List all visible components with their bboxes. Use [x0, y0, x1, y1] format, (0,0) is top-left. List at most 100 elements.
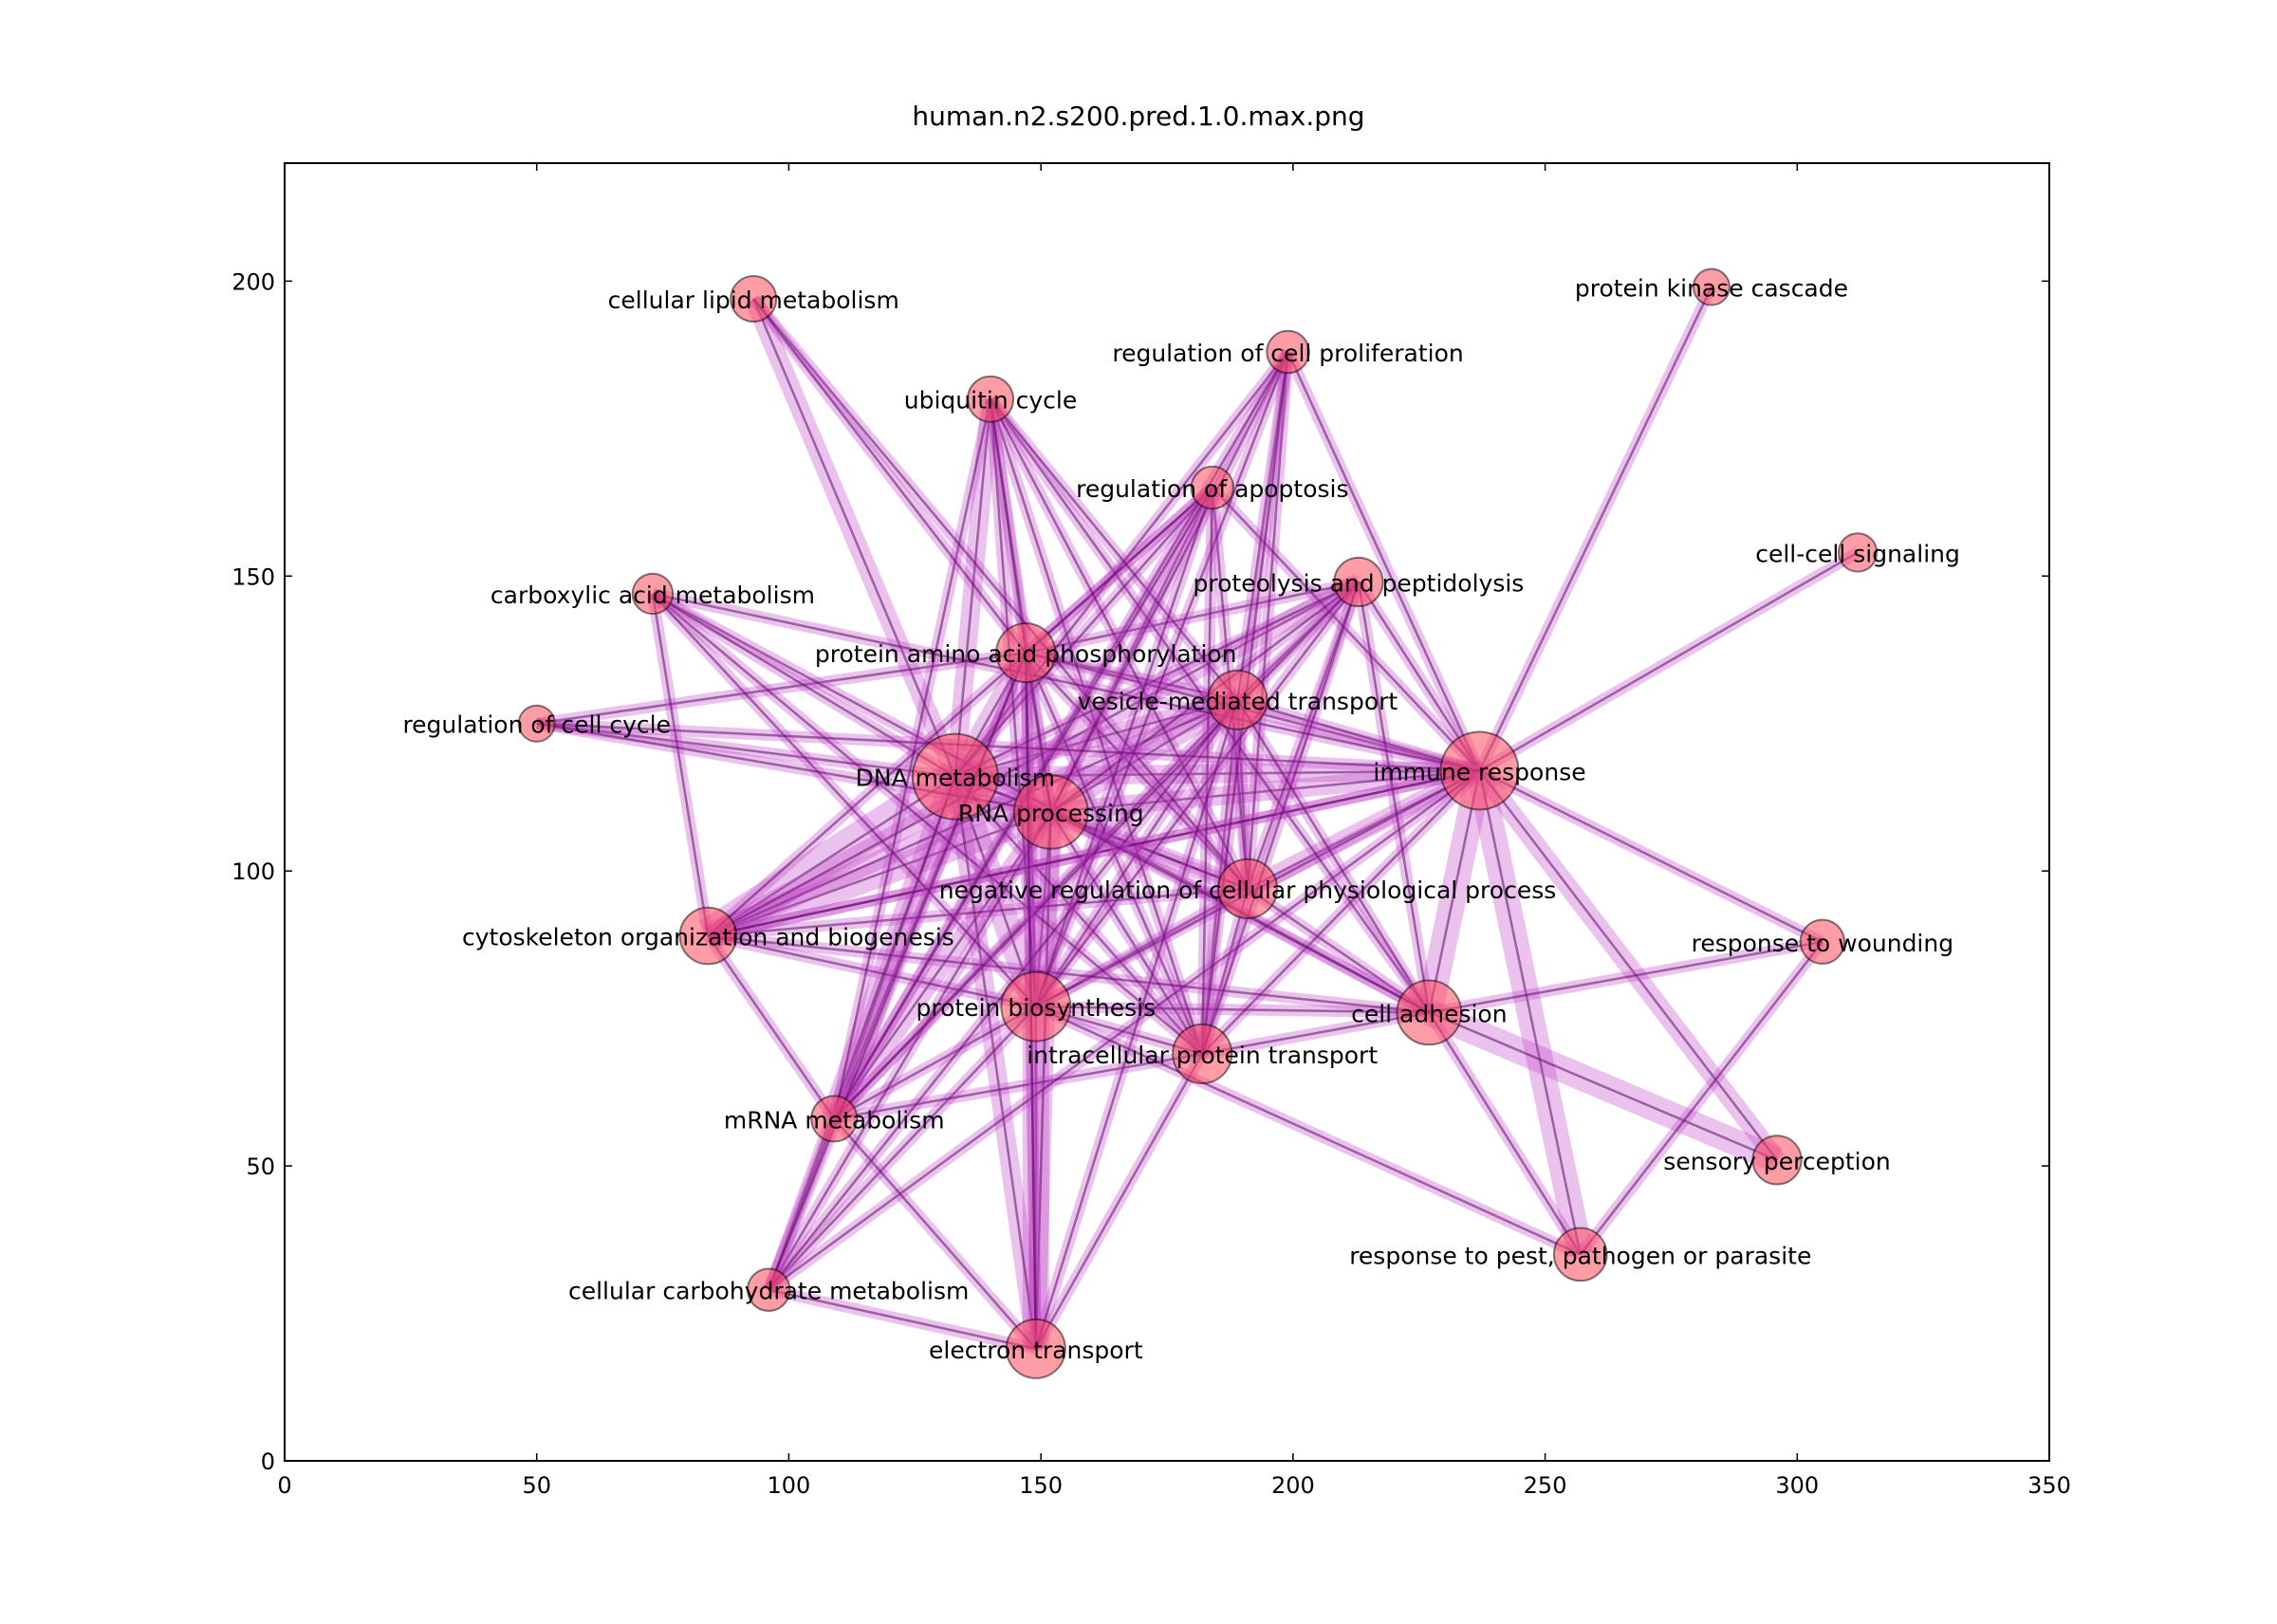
edge-cycle-immune	[536, 717, 1480, 777]
edge-rna-intracell	[1046, 808, 1208, 1058]
x-tick-label: 250	[1524, 1472, 1567, 1499]
plot-frame	[284, 162, 2050, 1462]
edges-layer	[535, 284, 1861, 1355]
edge-immune-kinase	[1474, 284, 1717, 774]
node-proteo	[1333, 556, 1384, 608]
edge-phos-negreg	[1021, 648, 1252, 893]
y-tick-label: 150	[231, 563, 275, 590]
nodes-layer	[517, 268, 1879, 1379]
node-label-biosyn: protein biosynthesis	[916, 994, 1157, 1022]
edge-intracell-carbox	[649, 589, 1207, 1059]
edge-immune-wound	[1476, 766, 1825, 948]
node-label-lipid: cellular lipid metabolism	[608, 286, 899, 314]
node-electron	[1005, 1318, 1066, 1379]
node-pest	[1552, 1227, 1608, 1283]
x-tick-label: 300	[1775, 1472, 1819, 1499]
node-label-ubiq: ubiquitin cycle	[904, 387, 1077, 415]
node-label-cellsig: cell-cell signaling	[1755, 540, 1960, 567]
edge-electron-vesicle	[1030, 698, 1244, 1351]
edge-cyto-mrna	[703, 932, 840, 1122]
edge-biosyn-cyto	[707, 930, 1038, 1013]
node-label-cycle: regulation of cell cycle	[402, 711, 671, 739]
node-sensory	[1751, 1135, 1803, 1186]
node-label-electron: electron transport	[929, 1337, 1143, 1364]
node-biosyn	[1000, 970, 1072, 1043]
y-tick-label: 0	[261, 1449, 275, 1475]
node-ubiq	[967, 375, 1014, 423]
edge-immune-adhesion	[1416, 767, 1493, 1016]
node-label-vesicle: vesicle-mediated transport	[1078, 688, 1398, 715]
edge-mrna-electron	[829, 1115, 1041, 1353]
edge-intracell-immune	[1197, 766, 1484, 1059]
edge-vesicle-adhesion	[1232, 696, 1435, 1016]
node-label-prolif: regulation of cell proliferation	[1112, 340, 1463, 367]
edge-immune-carbo	[765, 766, 1484, 1295]
node-mrna	[810, 1095, 859, 1143]
edge-phos-proteo	[1024, 576, 1361, 658]
edge-rna-prolif	[1046, 349, 1293, 815]
node-label-negreg: negative regulation of cellular physiolo…	[939, 877, 1556, 904]
edge-intracell-adhesion	[1201, 1006, 1431, 1060]
edge-adhesion-sensory	[1423, 1000, 1783, 1172]
node-label-carbox: carboxylic acid metabolism	[491, 581, 815, 609]
edge-negreg-prolif	[1242, 351, 1294, 890]
edge-dna-proteo	[953, 577, 1361, 783]
y-tick-label: 100	[231, 858, 275, 885]
edge-immune-pest	[1466, 767, 1594, 1258]
edge-dna-electron	[945, 775, 1046, 1351]
node-label-cyto: cytoskeleton organization and biogenesis	[462, 924, 954, 951]
edge-cyto-apop	[704, 483, 1216, 941]
node-immune	[1439, 730, 1520, 811]
edge-ubiq-phos	[985, 397, 1032, 654]
edge-apop-intracell	[1196, 487, 1218, 1055]
chart-title: human.n2.s200.pred.1.0.max.png	[912, 101, 1365, 132]
x-axis: 0 50 100 150 200 250 300 350	[277, 163, 2071, 1499]
edge-dna-carbo	[763, 774, 961, 1292]
edge-negreg-adhesion	[1244, 883, 1433, 1018]
edge-phos-vesicle	[1024, 647, 1239, 706]
edge-proteo-intracell	[1196, 580, 1364, 1056]
edge-cyto-proteo	[703, 573, 1363, 945]
edge-dna-vesicle	[953, 691, 1241, 786]
node-vesicle	[1207, 669, 1268, 730]
edge-immune-cellsig	[1476, 547, 1861, 776]
edge-pest-wound	[1576, 938, 1827, 1259]
x-tick-label: 50	[522, 1472, 551, 1499]
edge-adhesion-proteo	[1353, 581, 1435, 1014]
edge-rna-cyto	[703, 799, 1056, 949]
node-label-phos: protein amino acid phosphorylation	[815, 640, 1237, 668]
edge-proteo-biosyn	[1031, 578, 1363, 1010]
node-label-intracell: intracellular protein transport	[1027, 1042, 1378, 1069]
node-intracell	[1172, 1023, 1233, 1084]
edge-intracell-electron	[1030, 1050, 1208, 1352]
node-label-immune: immune response	[1373, 758, 1585, 785]
node-cycle	[517, 704, 556, 743]
edge-rna-mrna	[826, 806, 1059, 1125]
node-label-sensory: sensory perception	[1663, 1148, 1890, 1175]
edge-immune-sensory	[1472, 765, 1785, 1166]
edge-ubiq-vesicle	[986, 395, 1243, 704]
edge-dna-cycle	[535, 717, 956, 783]
plot-area	[285, 163, 2049, 1461]
edge-rna-electron	[1026, 811, 1061, 1350]
edge-biosyn-adhesion	[1035, 1001, 1430, 1019]
x-tick-label: 200	[1271, 1472, 1315, 1499]
y-tick-label: 50	[246, 1153, 275, 1180]
edge-phos-cycle	[535, 647, 1027, 729]
node-lipid	[730, 275, 778, 323]
edge-biosyn-carbo	[764, 1003, 1041, 1294]
node-adhesion	[1396, 979, 1463, 1046]
y-axis: 0 50 100 150 200	[231, 268, 2049, 1475]
edge-prolif-biosyn	[1030, 349, 1294, 1009]
edge-prolif-vesicle	[1231, 351, 1294, 701]
edge-vesicle-immune	[1235, 694, 1482, 777]
edge-carbo-electron	[767, 1283, 1038, 1355]
edge-carbox-immune	[651, 588, 1481, 777]
edge-adhesion-cyto	[707, 930, 1430, 1019]
edge-negreg-cyto	[707, 882, 1249, 942]
node-cellsig	[1837, 532, 1879, 573]
edge-immune-apop	[1208, 483, 1484, 775]
edge-dna-apop	[951, 484, 1217, 781]
y-tick-label: 200	[231, 268, 275, 295]
